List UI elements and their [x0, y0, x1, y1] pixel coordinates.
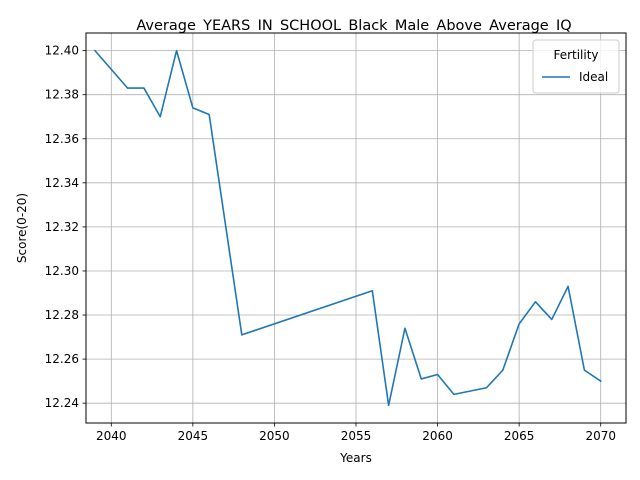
x-tick-label: 2040 — [96, 429, 127, 443]
legend: Fertility Ideal — [532, 39, 620, 94]
y-tick-label: 12.38 — [45, 88, 79, 102]
y-tick-label: 12.34 — [45, 176, 79, 190]
series-line-ideal — [93, 49, 602, 407]
series-lines — [93, 49, 602, 407]
y-tick-label: 12.32 — [45, 220, 79, 234]
y-tick-label: 12.30 — [45, 264, 79, 278]
y-axis-ticks: 12.24 12.26 12.28 12.30 12.32 12.34 12.36 12.38… — [45, 44, 86, 410]
x-tick-label: 2060 — [422, 429, 453, 443]
x-tick-label: 2050 — [259, 429, 290, 443]
plot-frame — [85, 32, 627, 424]
y-tick-label: 12.28 — [45, 308, 79, 322]
x-axis-label: Years — [339, 451, 372, 465]
grid-lines — [86, 33, 626, 423]
y-tick-label: 12.40 — [45, 44, 79, 58]
legend-label-ideal: Ideal — [579, 70, 608, 84]
x-tick-label: 2070 — [585, 429, 616, 443]
y-tick-label: 12.36 — [45, 132, 79, 146]
x-tick-label: 2065 — [504, 429, 535, 443]
y-axis-label: Score(0-20) — [15, 193, 29, 263]
x-tick-label: 2055 — [341, 429, 372, 443]
legend-box — [532, 39, 620, 94]
legend-title: Fertility — [553, 48, 598, 62]
x-axis-ticks: 2040 2045 2050 2055 2060 2065 2070 — [96, 423, 616, 443]
x-tick-label: 2045 — [178, 429, 209, 443]
y-tick-label: 12.26 — [45, 352, 79, 366]
chart-title: Average_YEARS_IN_SCHOOL_Black_Male_Above… — [136, 18, 571, 34]
y-tick-label: 12.24 — [45, 396, 79, 410]
